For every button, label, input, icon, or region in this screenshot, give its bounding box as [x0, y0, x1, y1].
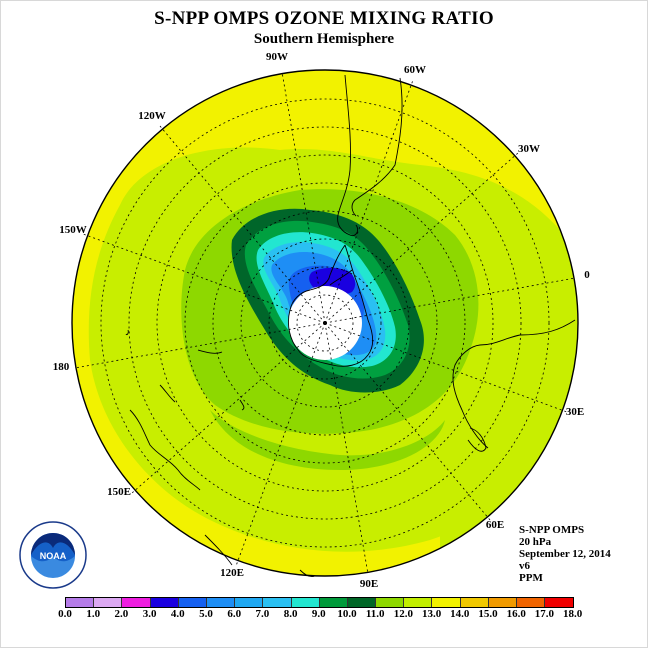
colorbar-tick-label: 14.0: [450, 608, 470, 620]
lon-label-0: 0: [584, 269, 590, 281]
colorbar-swatch: [291, 598, 320, 607]
lon-label-150w: 150W: [59, 224, 87, 236]
info-instrument: S-NPP OMPS: [519, 524, 585, 536]
map-boundary: [71, 69, 579, 577]
colorbar-swatch: [347, 598, 377, 607]
latitude-circles: [100, 98, 550, 548]
south-pole-marker: [323, 321, 327, 325]
colorbar-tick-label: 1.0: [86, 608, 101, 620]
colorbar-tick-label: 3.0: [142, 608, 157, 620]
colorbar-swatch: [206, 598, 236, 607]
page-title: S-NPP OMPS OZONE MIXING RATIO: [154, 8, 494, 29]
colorbar-tick-label: 17.0: [534, 608, 555, 620]
colorbar-tick-label: 7.0: [255, 608, 270, 620]
lon-label-180: 180: [53, 361, 70, 373]
colorbar-swatch: [235, 598, 264, 607]
colorbar-tick-label: 16.0: [506, 608, 526, 620]
colorbar-swatch: [488, 598, 517, 607]
info-version: v6: [519, 560, 530, 572]
noaa-logo: NOAA: [19, 521, 87, 589]
lon-label-120w: 120W: [138, 110, 166, 122]
colorbar-tick-label: 8.0: [283, 608, 298, 620]
colorbar-swatch: [432, 598, 461, 607]
info-panel: S-NPP OMPS 20 hPa September 12, 2014 v6 …: [519, 524, 611, 584]
lon-label-60e: 60E: [486, 519, 504, 531]
colorbar-tick-label: 6.0: [227, 608, 242, 620]
lon-label-90w: 90W: [266, 51, 288, 63]
colorbar-swatch: [460, 598, 489, 607]
colorbar-swatch: [545, 598, 574, 607]
lon-label-30e: 30E: [566, 406, 584, 418]
colorbar-swatch: [94, 598, 123, 607]
lon-label-30w: 30W: [518, 143, 540, 155]
colorbar-swatch: [150, 598, 179, 607]
info-units: PPM: [519, 572, 543, 584]
colorbar-tick-label: 4.0: [170, 608, 185, 620]
colorbar-swatch: [122, 598, 151, 607]
info-date: September 12, 2014: [519, 548, 611, 560]
colorbar-tick-label: 12.0: [393, 608, 414, 620]
page-subtitle: Southern Hemisphere: [253, 31, 395, 47]
colorbar-tick-label: 11.0: [365, 608, 385, 620]
colorbar-swatch: [404, 598, 433, 607]
lon-label-120e: 120E: [220, 567, 244, 579]
lon-label-90e: 90E: [360, 578, 378, 590]
colorbar-tick-label: 0.0: [58, 608, 72, 620]
ozone-band-10-11-north: [210, 410, 445, 470]
colorbar-tick-label: 10.0: [337, 608, 357, 620]
colorbar-tick-label: 9.0: [311, 608, 326, 620]
colorbar-tick-label: 5.0: [199, 608, 213, 620]
lon-label-60w: 60W: [404, 64, 426, 76]
colorbar-swatch: [517, 598, 546, 607]
colorbar-tick-label: 13.0: [421, 608, 442, 620]
colorbar-swatch: [178, 598, 207, 607]
noaa-logo-text: NOAA: [40, 551, 67, 561]
colorbar-swatch: [319, 598, 348, 607]
meridian-lines: [74, 71, 576, 575]
colorbar-swatch: [263, 598, 292, 607]
colorbar-ticks: 0.0 1.0 2.0 3.0 4.0 5.0 6.0 7.0 8.0 9.0 10.0 11.0 12…: [52, 608, 600, 622]
info-level: 20 hPa: [519, 536, 552, 548]
colorbar-tick-label: 15.0: [478, 608, 498, 620]
colorbar-swatch: [376, 598, 405, 607]
colorbar-tick-label: 2.0: [114, 608, 129, 620]
lon-label-150e: 150E: [107, 486, 131, 498]
colorbar: [65, 597, 575, 608]
colorbar-swatch: [66, 598, 95, 607]
colorbar-tick-label: 18.0: [562, 608, 583, 620]
